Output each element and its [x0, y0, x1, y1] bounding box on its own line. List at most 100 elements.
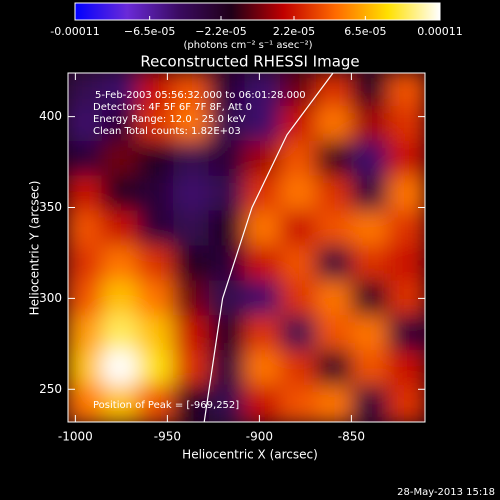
pixel: [101, 210, 142, 250]
pixel: [351, 280, 392, 320]
pixel: [137, 245, 178, 285]
pixel: [351, 175, 392, 215]
pixel: [315, 350, 356, 390]
pixel: [351, 245, 392, 285]
pixel: [137, 350, 178, 390]
pixel: [315, 385, 356, 422]
pixel: [208, 350, 249, 390]
pixel: [68, 245, 106, 285]
x-tick-label: -1000: [58, 430, 93, 444]
pixel: [387, 175, 425, 215]
annotation: Detectors: 4F 5F 6F 7F 8F, Att 0: [93, 102, 252, 113]
pixel: [101, 350, 142, 390]
pixel: [101, 385, 142, 422]
pixel: [351, 73, 392, 110]
colorbar: [74, 2, 441, 21]
pixel: [315, 210, 356, 250]
pixel: [68, 280, 106, 320]
y-tick-label: 350: [39, 200, 62, 214]
pixel: [208, 105, 249, 145]
colorbar-tick-label: −6.5e-05: [124, 25, 175, 38]
pixel: [173, 73, 213, 110]
pixel: [351, 210, 392, 250]
pixel: [137, 73, 178, 110]
pixel: [387, 280, 425, 320]
pixel: [244, 385, 285, 422]
pixel: [101, 245, 142, 285]
pixel: [101, 280, 142, 320]
pixel: [208, 73, 249, 110]
pixel: [387, 140, 425, 180]
limb: [203, 73, 334, 422]
pixel: [137, 315, 178, 355]
pixel: [101, 315, 142, 355]
pixel: [315, 315, 356, 355]
annotation: Energy Range: 12.0 - 25.0 keV: [93, 114, 246, 125]
colorbar-tick-label: 0.00011: [417, 25, 463, 38]
pixel: [315, 175, 356, 215]
pixel: [244, 210, 285, 250]
x-tick-label: -950: [154, 430, 181, 444]
pixel: [208, 280, 249, 320]
pixel: [68, 385, 106, 422]
pixel: [137, 210, 178, 250]
pixel: [244, 350, 285, 390]
pixel: [280, 210, 320, 250]
colorbar-tick-label: -0.00011: [50, 25, 99, 38]
pixel: [315, 73, 356, 110]
pixel: [351, 385, 392, 422]
pixel: [173, 385, 213, 422]
pixel: [137, 385, 178, 422]
pixel: [244, 315, 285, 355]
annotation: 5-Feb-2003 05:56:32.000 to 06:01:28.000: [95, 90, 306, 101]
pixel: [280, 73, 320, 110]
pixel: [280, 385, 320, 422]
chart-title: Reconstructed RHESSI Image: [140, 53, 359, 71]
pixel: [244, 73, 285, 110]
pixel: [387, 73, 425, 110]
pixel: [315, 280, 356, 320]
colorbar-units: (photons cm⁻² s⁻¹ asec⁻²): [183, 40, 312, 51]
pixel: [387, 350, 425, 390]
pixel: [137, 280, 178, 320]
pixel: [387, 315, 425, 355]
x-tick-label: -850: [338, 430, 365, 444]
pixel: [244, 105, 285, 145]
pixel: [351, 105, 392, 145]
pixel: [315, 105, 356, 145]
pixel: [208, 210, 249, 250]
pixel: [280, 105, 320, 145]
image: [68, 73, 425, 422]
pixel: [101, 73, 142, 110]
annotation: Clean Total counts: 1.82E+03: [93, 126, 241, 137]
pixel: [68, 73, 106, 110]
plot-frame: [67, 72, 426, 423]
pixel: [387, 105, 425, 145]
pixel: [244, 280, 285, 320]
pixel: [173, 245, 213, 285]
pixel: [137, 105, 178, 145]
pixel: [351, 350, 392, 390]
pixel: [351, 140, 392, 180]
pixel: [280, 175, 320, 215]
colorbar-tick-label: 2.2e-05: [273, 25, 315, 38]
pixel: [208, 140, 249, 180]
pixel: [101, 175, 142, 215]
pixel: [101, 140, 142, 180]
x-tick-label: -900: [246, 430, 273, 444]
pixel: [280, 140, 320, 180]
pixel: [173, 140, 213, 180]
pixel: [387, 210, 425, 250]
colorbar-tick-label: 6.5e-05: [344, 25, 386, 38]
pixel: [68, 210, 106, 250]
pixel: [173, 210, 213, 250]
peak-label: Position of Peak = [-969,252]: [93, 400, 239, 411]
pixel: [387, 245, 425, 285]
pixel: [351, 315, 392, 355]
pixel: [173, 280, 213, 320]
pixel: [68, 175, 106, 215]
pixel: [173, 105, 213, 145]
pixel: [68, 350, 106, 390]
pixel: [137, 175, 178, 215]
